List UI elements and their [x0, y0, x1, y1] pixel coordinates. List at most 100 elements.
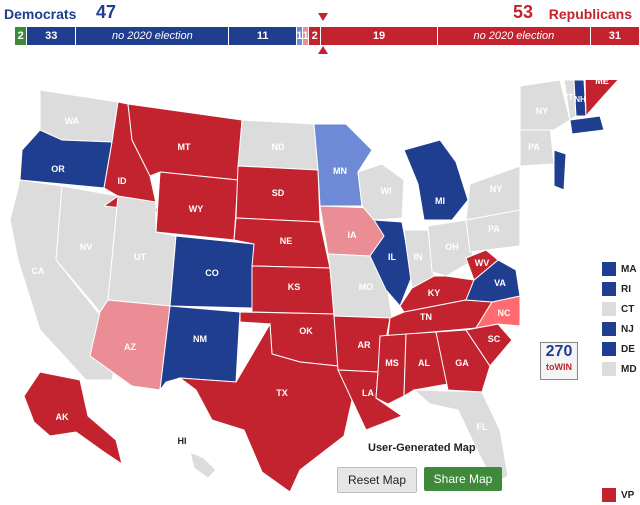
- state-swatch[interactable]: [602, 302, 616, 316]
- label-pa-east: PA: [528, 142, 540, 152]
- label-nd: ND: [272, 142, 285, 152]
- state-al[interactable]: [403, 331, 449, 397]
- label-nc: NC: [498, 308, 511, 318]
- label-tn: TN: [420, 312, 432, 322]
- bar-segment: 11: [229, 27, 297, 45]
- state-label: DE: [621, 343, 635, 355]
- label-mi: MI: [435, 196, 445, 206]
- state-ny-east[interactable]: [520, 80, 571, 131]
- share-map-button[interactable]: Share Map: [424, 467, 502, 491]
- vp-swatch[interactable]: [602, 488, 616, 502]
- label-il: IL: [388, 252, 397, 262]
- label-ok: OK: [299, 326, 313, 336]
- state-wv[interactable]: [465, 249, 499, 281]
- logo-number: 270: [545, 343, 573, 360]
- label-ca: CA: [32, 266, 45, 276]
- state-swatch[interactable]: [602, 342, 616, 356]
- label-al: AL: [418, 358, 430, 368]
- bar-segment: 2: [15, 27, 28, 45]
- bar-segment: no 2020 election: [76, 27, 230, 45]
- small-state-nj[interactable]: NJ: [602, 322, 637, 336]
- reset-map-button[interactable]: Reset Map: [337, 467, 417, 493]
- vp-item[interactable]: VP: [602, 488, 634, 502]
- label-oh: OH: [445, 242, 459, 252]
- state-label: MD: [621, 363, 637, 375]
- label-ny: NY: [490, 184, 503, 194]
- label-mn: MN: [333, 166, 347, 176]
- seat-balance-bar: 2 33 no 2020 election 11 1 1 2 19 no 2020 electi…: [15, 27, 640, 45]
- us-map: WA OR CA NV ID MT WY UT AZ CO NM ND SD N…: [0, 80, 521, 500]
- label-ia: IA: [348, 230, 358, 240]
- state-me[interactable]: [584, 80, 619, 118]
- label-ks: KS: [288, 282, 301, 292]
- state-ga[interactable]: [435, 329, 491, 393]
- state-wi[interactable]: [357, 163, 405, 221]
- label-fl: FL: [477, 422, 488, 432]
- state-label: CT: [621, 303, 635, 315]
- state-label: NJ: [621, 323, 634, 335]
- state-swatch[interactable]: [602, 362, 616, 376]
- label-wy: WY: [189, 204, 204, 214]
- label-me: ME: [595, 80, 609, 86]
- label-ms: MS: [385, 358, 399, 368]
- bar-segment: 31: [590, 27, 640, 45]
- header: Democrats 47 53 Republicans: [0, 0, 640, 26]
- label-ny-east: NY: [536, 106, 549, 116]
- label-tx: TX: [276, 388, 288, 398]
- label-wv: WV: [475, 258, 490, 268]
- label-nv: NV: [80, 242, 93, 252]
- state-oh[interactable]: [427, 219, 475, 277]
- label-co: CO: [205, 268, 219, 278]
- label-mo: MO: [359, 282, 374, 292]
- label-ne: NE: [280, 236, 293, 246]
- label-hi: HI: [178, 436, 187, 446]
- state-label: RI: [621, 283, 631, 295]
- bar-segment: 2: [309, 27, 322, 45]
- label-la: LA: [362, 388, 374, 398]
- state-ms[interactable]: [375, 333, 407, 405]
- state-nm[interactable]: [159, 305, 241, 392]
- label-az: AZ: [124, 342, 136, 352]
- small-state-ma[interactable]: MA: [602, 262, 637, 276]
- small-state-ri[interactable]: RI: [602, 282, 637, 296]
- small-state-legend: MA RI CT NJ DE MD: [602, 262, 637, 382]
- label-pa: PA: [488, 224, 500, 234]
- state-ak[interactable]: [23, 371, 123, 466]
- state-tx[interactable]: [178, 322, 353, 493]
- majority-marker-bottom: [318, 46, 328, 54]
- state-hi[interactable]: [189, 451, 217, 479]
- label-va: VA: [494, 278, 506, 288]
- bar-segment: 19: [321, 27, 438, 45]
- small-state-md[interactable]: MD: [602, 362, 637, 376]
- bar-segment: 1: [296, 27, 303, 45]
- small-state-ct[interactable]: CT: [602, 302, 637, 316]
- label-ga: GA: [455, 358, 469, 368]
- vp-label: VP: [621, 489, 635, 501]
- small-state-de[interactable]: DE: [602, 342, 637, 356]
- state-swatch[interactable]: [602, 262, 616, 276]
- 270-to-win-logo: 270 toWIN: [540, 342, 578, 380]
- map-title: User-Generated Map: [368, 442, 476, 454]
- label-sd: SD: [272, 188, 285, 198]
- label-nh: NH: [574, 95, 586, 104]
- label-in: IN: [414, 252, 423, 262]
- state-swatch[interactable]: [602, 322, 616, 336]
- logo-text: toWIN: [546, 362, 572, 372]
- state-ma[interactable]: [569, 115, 605, 135]
- dem-label: Democrats: [4, 6, 77, 22]
- label-wa: WA: [65, 116, 80, 126]
- state-nj[interactable]: [553, 149, 567, 191]
- northeast-map: NY PA VT NH ME: [520, 80, 619, 191]
- rep-label: Republicans: [548, 6, 632, 22]
- bar-segment: 33: [27, 27, 77, 45]
- bar-segment: no 2020 election: [437, 27, 591, 45]
- label-sc: SC: [488, 334, 501, 344]
- rep-total: 53: [513, 2, 534, 22]
- label-vt: VT: [563, 93, 573, 102]
- majority-marker-top: [318, 13, 328, 21]
- label-id: ID: [118, 176, 128, 186]
- state-swatch[interactable]: [602, 282, 616, 296]
- label-ar: AR: [358, 340, 371, 350]
- state-mi[interactable]: [403, 139, 469, 221]
- label-mt: MT: [178, 142, 191, 152]
